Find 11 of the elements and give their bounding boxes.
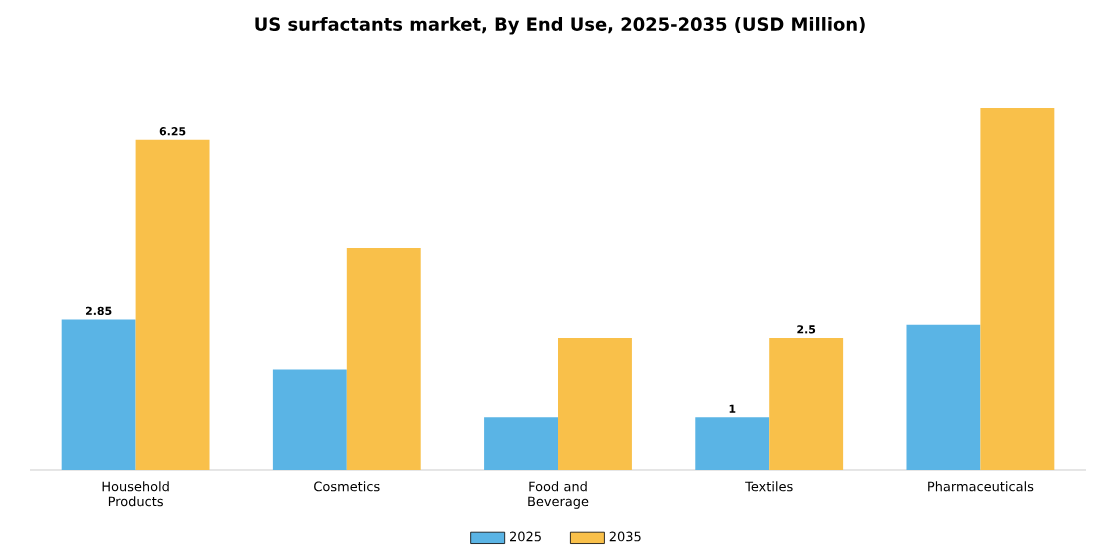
bar	[980, 108, 1055, 470]
chart-title: US surfactants market, By End Use, 2025-2035 (USD Million)	[255, 17, 865, 35]
bar	[346, 248, 421, 470]
bar	[558, 337, 632, 470]
bar	[272, 369, 347, 470]
bar	[61, 319, 136, 470]
bar	[484, 417, 558, 470]
bar	[769, 337, 844, 470]
bar	[906, 324, 981, 470]
bar	[695, 417, 770, 470]
bar	[135, 139, 210, 470]
